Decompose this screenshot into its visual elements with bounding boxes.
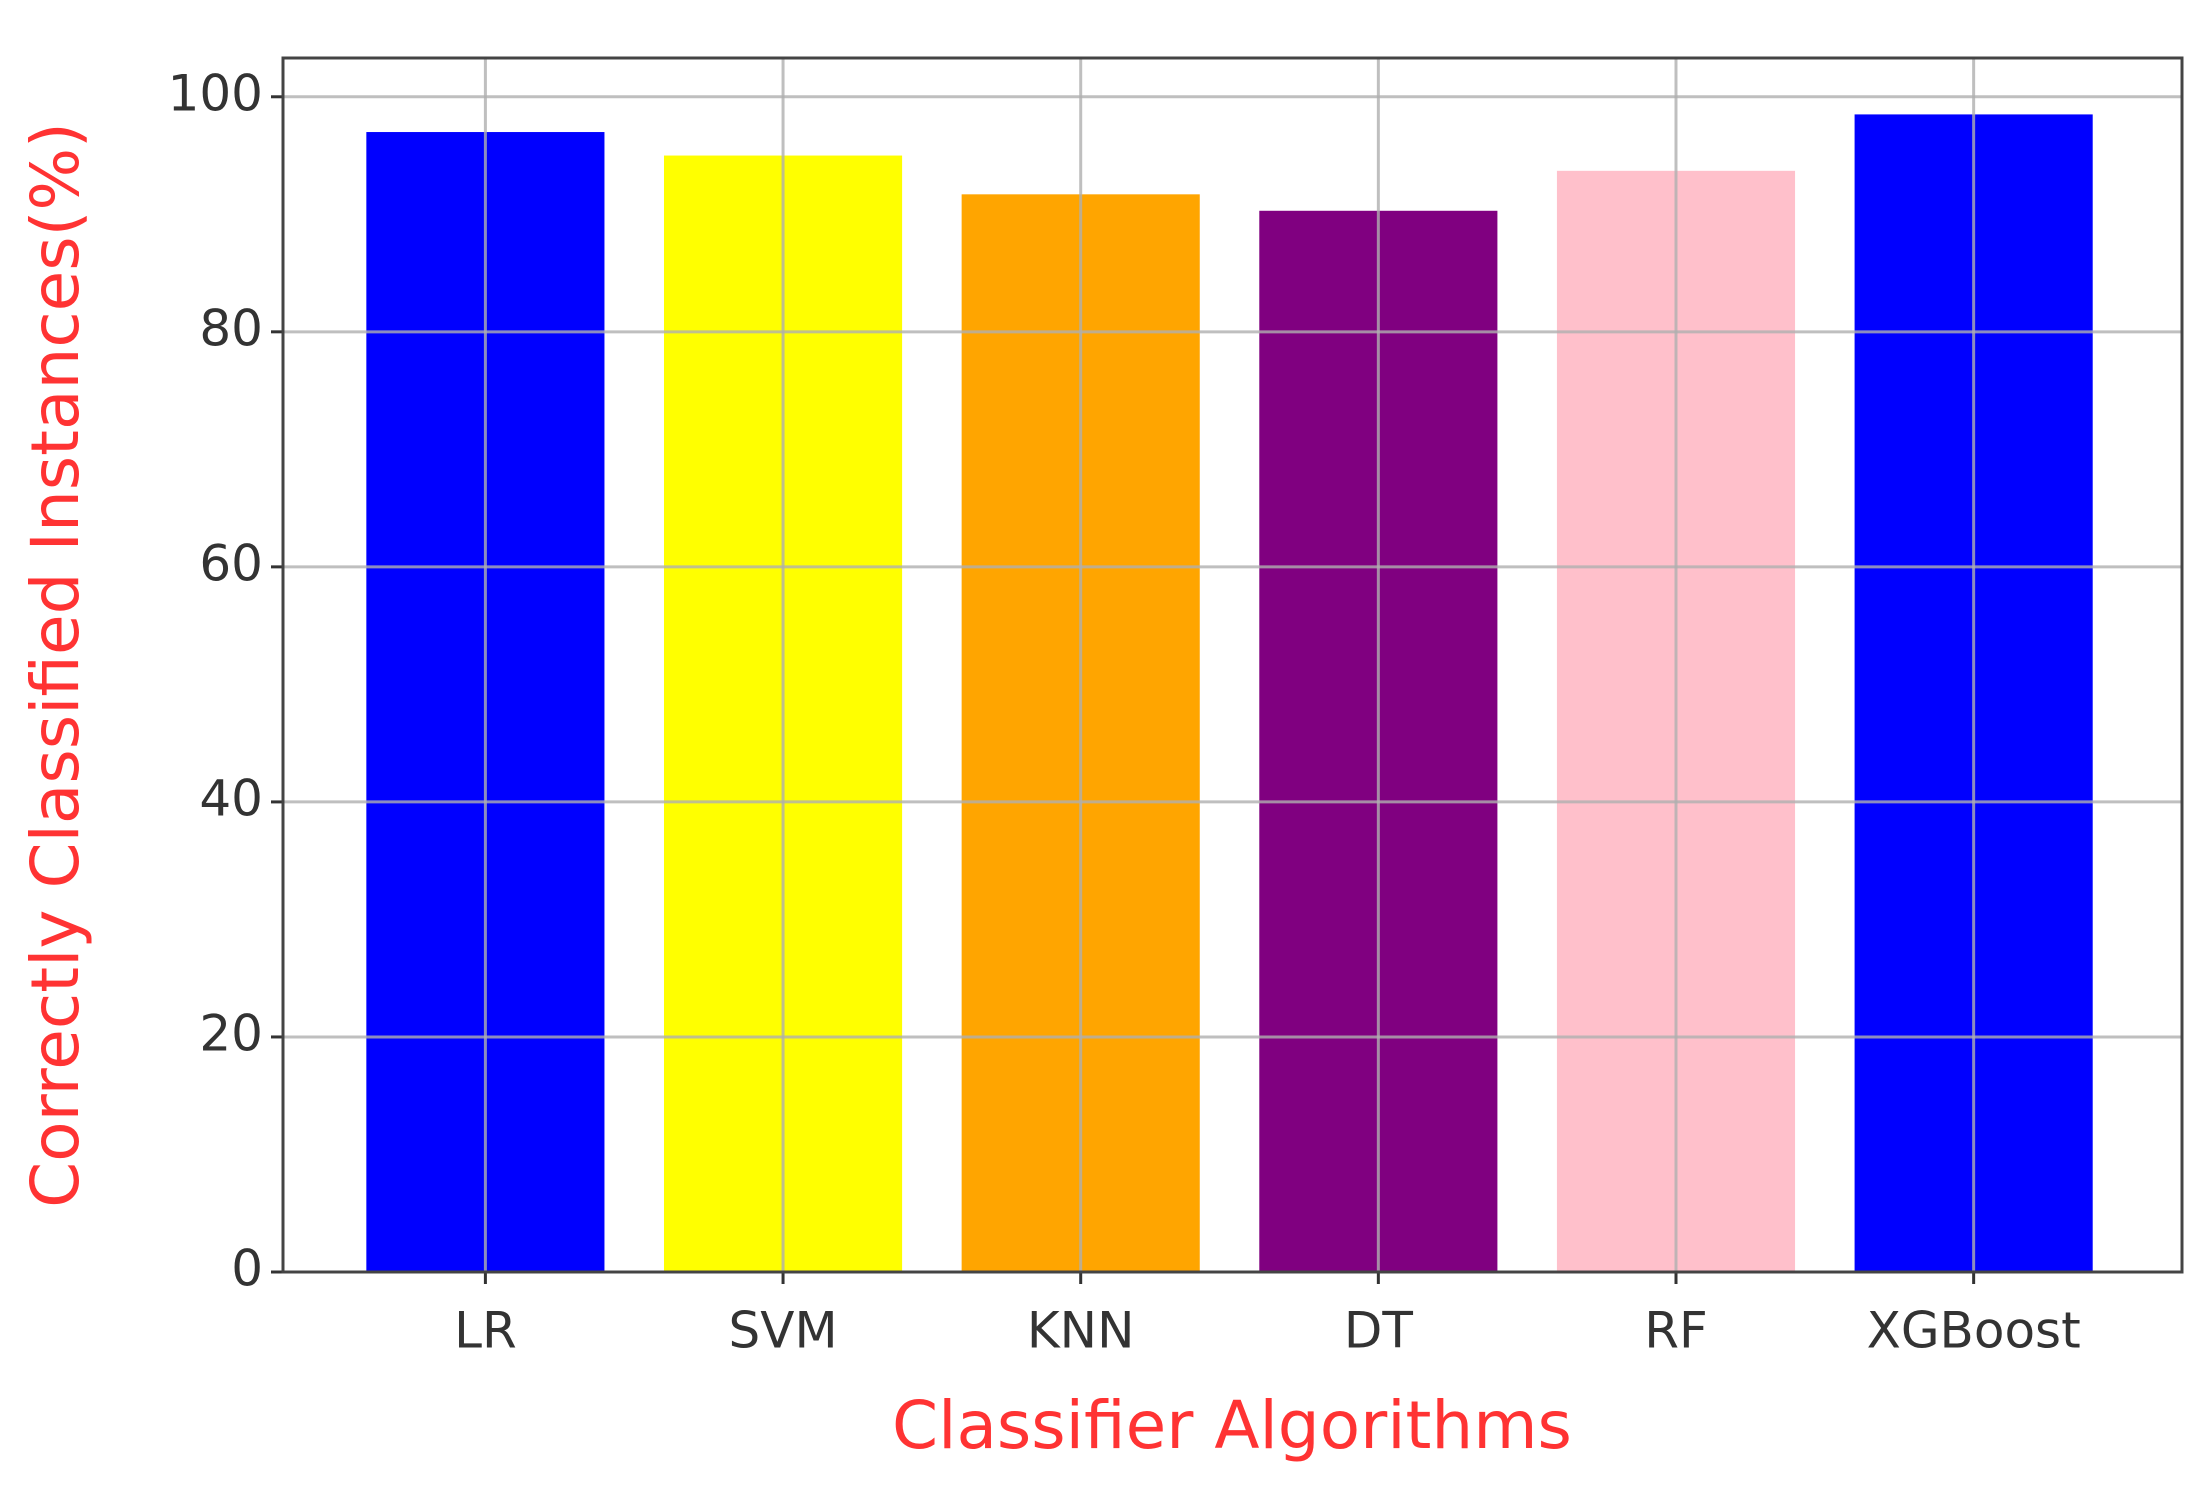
- y-tick-label: 20: [199, 1004, 263, 1062]
- plot-frame: [281, 56, 2184, 1274]
- x-tick-label: LR: [454, 1302, 517, 1360]
- x-tick-label: XGBoost: [1867, 1302, 2081, 1360]
- x-tick-label: KNN: [1027, 1302, 1135, 1360]
- y-tick-label: 0: [231, 1240, 263, 1298]
- y-tick-label: 80: [199, 299, 263, 357]
- y-tick-label: 100: [168, 64, 263, 122]
- x-axis-label: Classifier Algorithms: [892, 1387, 1572, 1464]
- y-axis-label: Correctly Classified Instances(%): [17, 122, 94, 1208]
- y-tick-label: 60: [199, 534, 263, 592]
- y-tick-label: 40: [199, 769, 263, 827]
- x-tick-label: SVM: [729, 1302, 838, 1360]
- x-tick-label: RF: [1644, 1302, 1708, 1360]
- x-tick-label: DT: [1344, 1302, 1414, 1360]
